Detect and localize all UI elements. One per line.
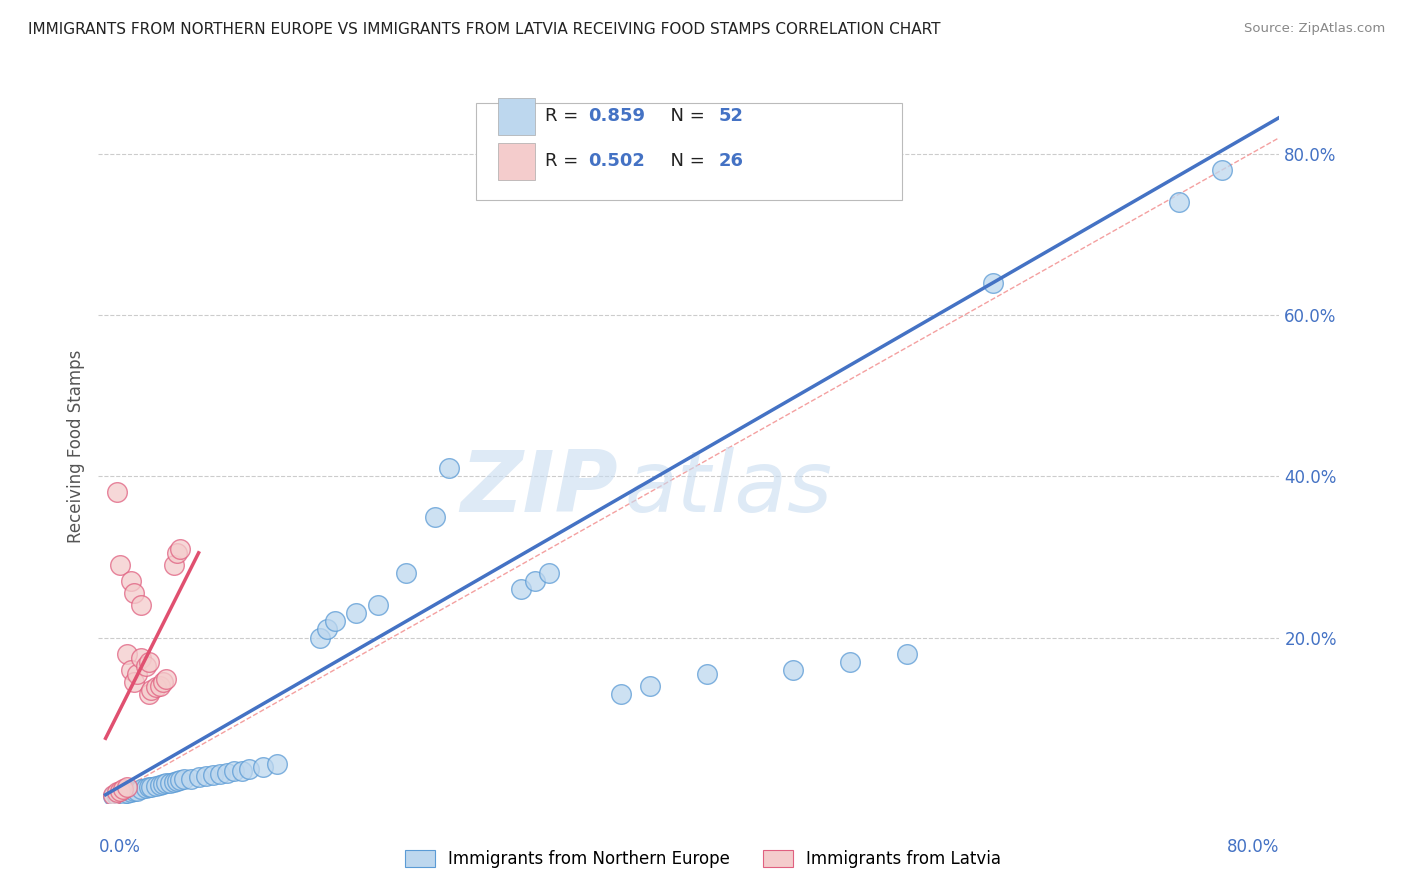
Point xyxy=(111,787,134,801)
Point xyxy=(782,663,804,677)
Y-axis label: Receiving Food Stamps: Receiving Food Stamps xyxy=(66,350,84,542)
Point xyxy=(122,783,145,797)
Point xyxy=(141,780,163,794)
Point xyxy=(135,658,157,673)
Text: R =: R = xyxy=(546,153,583,170)
Point xyxy=(131,782,153,797)
Point xyxy=(217,766,239,780)
Point xyxy=(135,781,157,796)
Text: ZIP: ZIP xyxy=(460,447,619,531)
Point xyxy=(122,674,145,689)
Point xyxy=(638,679,661,693)
Point xyxy=(108,783,131,797)
FancyBboxPatch shape xyxy=(498,143,536,180)
Point xyxy=(149,679,172,693)
Point xyxy=(131,650,153,665)
Point xyxy=(509,582,531,596)
Point xyxy=(696,666,718,681)
Text: 26: 26 xyxy=(718,153,744,170)
Point xyxy=(145,681,167,695)
Text: N =: N = xyxy=(659,107,711,125)
Point xyxy=(111,782,134,797)
Point xyxy=(201,767,224,781)
Point xyxy=(120,663,142,677)
Point xyxy=(122,586,145,600)
Point xyxy=(141,682,163,697)
Text: IMMIGRANTS FROM NORTHERN EUROPE VS IMMIGRANTS FROM LATVIA RECEIVING FOOD STAMPS : IMMIGRANTS FROM NORTHERN EUROPE VS IMMIG… xyxy=(28,22,941,37)
Point xyxy=(115,780,138,794)
Point xyxy=(152,777,174,791)
Point xyxy=(224,764,246,779)
Point xyxy=(159,775,181,789)
Point xyxy=(125,783,148,797)
Point xyxy=(323,615,346,629)
FancyBboxPatch shape xyxy=(498,98,536,135)
Point xyxy=(166,546,188,560)
Text: N =: N = xyxy=(659,153,711,170)
Point xyxy=(316,623,339,637)
Text: 52: 52 xyxy=(718,107,744,125)
Text: 80.0%: 80.0% xyxy=(1227,838,1279,856)
Point xyxy=(896,647,918,661)
Point xyxy=(437,461,460,475)
Point xyxy=(138,780,160,795)
Text: R =: R = xyxy=(546,107,583,125)
Point xyxy=(149,778,172,792)
Point xyxy=(187,770,209,784)
Point xyxy=(395,566,418,580)
Point xyxy=(231,764,253,778)
Point xyxy=(101,788,124,802)
Point xyxy=(367,599,389,613)
Text: 0.502: 0.502 xyxy=(589,153,645,170)
Point xyxy=(105,789,128,803)
Point xyxy=(115,647,138,661)
Point xyxy=(194,769,217,783)
Point xyxy=(169,541,191,556)
Legend: Immigrants from Northern Europe, Immigrants from Latvia: Immigrants from Northern Europe, Immigra… xyxy=(398,843,1008,875)
Point xyxy=(180,772,202,786)
Point xyxy=(524,574,547,588)
Text: Source: ZipAtlas.com: Source: ZipAtlas.com xyxy=(1244,22,1385,36)
Point xyxy=(105,785,128,799)
Point xyxy=(138,655,160,669)
Point xyxy=(105,485,128,500)
Point xyxy=(155,673,177,687)
Text: 0.859: 0.859 xyxy=(589,107,645,125)
Point xyxy=(145,779,167,793)
Point xyxy=(173,772,195,787)
Point xyxy=(1211,162,1233,177)
Point xyxy=(238,762,260,776)
Text: atlas: atlas xyxy=(624,447,832,531)
Point xyxy=(209,766,232,780)
Point xyxy=(309,631,332,645)
FancyBboxPatch shape xyxy=(477,103,901,200)
Text: 0.0%: 0.0% xyxy=(98,838,141,856)
Point xyxy=(163,558,186,572)
Point xyxy=(252,759,274,773)
Point xyxy=(1168,195,1191,210)
Point xyxy=(839,655,862,669)
Point xyxy=(610,687,633,701)
Point xyxy=(138,687,160,701)
Point xyxy=(125,666,148,681)
Point xyxy=(120,785,142,799)
Point xyxy=(166,774,188,789)
Point xyxy=(120,574,142,588)
Point xyxy=(108,558,131,572)
Point xyxy=(131,599,153,613)
Point xyxy=(155,776,177,790)
Point xyxy=(152,674,174,689)
Point xyxy=(115,786,138,800)
Point xyxy=(266,757,288,772)
Point xyxy=(169,773,191,788)
Point xyxy=(423,509,446,524)
Point xyxy=(344,607,367,621)
Point xyxy=(163,774,186,789)
Point xyxy=(981,276,1004,290)
Point xyxy=(101,789,124,804)
Point xyxy=(108,788,131,802)
Point xyxy=(538,566,561,580)
